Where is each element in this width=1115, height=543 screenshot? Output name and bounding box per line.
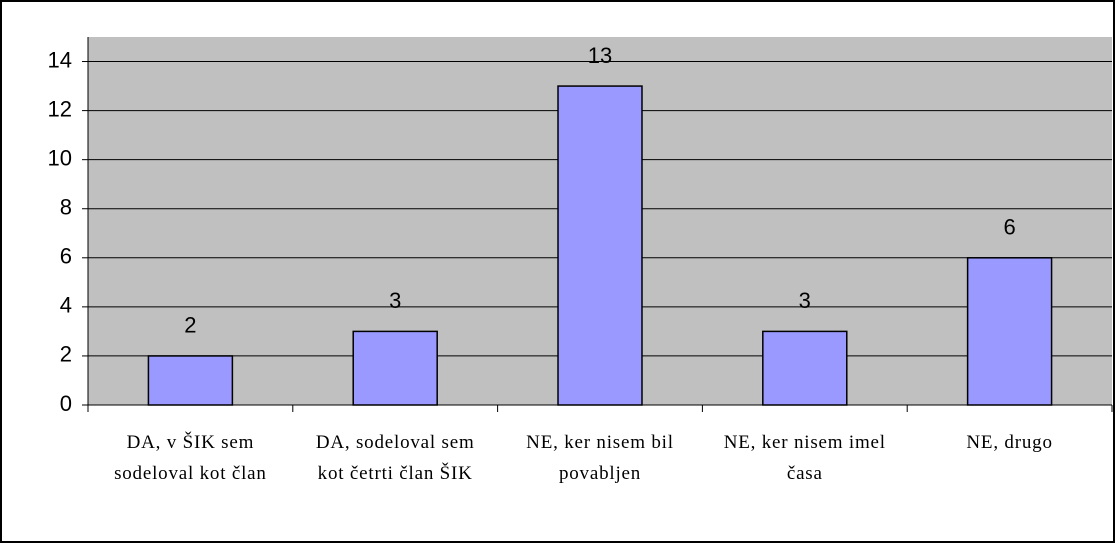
x-tick-label: NE, drugo bbox=[966, 432, 1053, 453]
bar bbox=[352, 330, 438, 406]
data-label: 3 bbox=[799, 288, 811, 313]
y-tick-label: 0 bbox=[60, 391, 72, 416]
x-tick-label: DA, sodeloval sem kot četrti član ŠIK bbox=[315, 432, 475, 484]
x-tick-label-box: DA, sodeloval sem kot četrti član ŠIK bbox=[315, 432, 475, 484]
x-tick-label: NE, ker nisem bil povabljen bbox=[526, 432, 674, 484]
bar bbox=[966, 257, 1053, 406]
x-tick-label-box: NE, ker nisem imel časa bbox=[723, 432, 886, 484]
data-label: 2 bbox=[184, 313, 196, 338]
x-tick-label: NE, ker nisem imel časa bbox=[723, 432, 886, 484]
data-label: 3 bbox=[389, 288, 401, 313]
y-tick-label: 10 bbox=[48, 145, 72, 170]
bar bbox=[557, 85, 643, 406]
x-tick-label-box: NE, ker nisem bil povabljen bbox=[526, 432, 674, 484]
x-tick-label-box: NE, drugo bbox=[966, 432, 1053, 453]
y-tick-label: 4 bbox=[60, 293, 72, 318]
y-tick-label: 2 bbox=[60, 342, 72, 367]
y-tick-label: 8 bbox=[60, 195, 72, 220]
data-label: 13 bbox=[588, 43, 612, 68]
x-tick-label-box: DA, v ŠIK sem sodeloval kot član bbox=[114, 432, 267, 484]
x-tick-label: DA, v ŠIK sem sodeloval kot član bbox=[114, 432, 267, 484]
y-tick-label: 14 bbox=[48, 47, 72, 72]
y-tick-label: 12 bbox=[48, 96, 72, 121]
bar bbox=[147, 355, 234, 406]
data-label: 6 bbox=[1003, 215, 1015, 240]
y-tick-label: 6 bbox=[60, 244, 72, 269]
bar bbox=[762, 330, 848, 406]
